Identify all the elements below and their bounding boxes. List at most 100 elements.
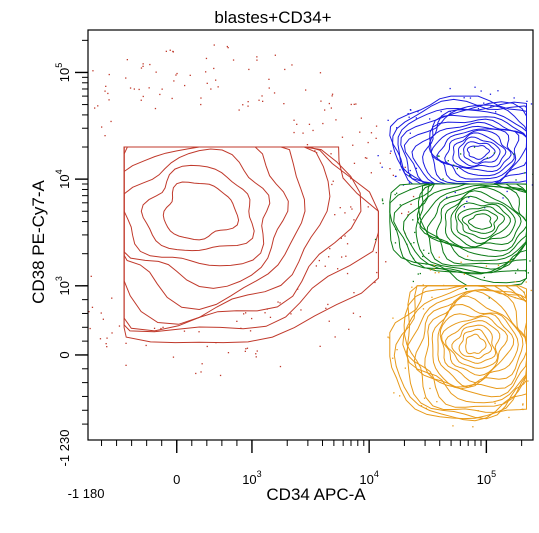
event-dot: [100, 312, 102, 314]
event-dot: [324, 109, 326, 111]
event-dot: [173, 80, 175, 82]
event-dot: [200, 103, 202, 106]
event-dot: [169, 49, 171, 51]
event-dot: [422, 284, 424, 286]
event-dot: [346, 272, 349, 275]
event-dot: [468, 196, 470, 199]
event-dot: [319, 345, 321, 347]
event-dot: [407, 211, 410, 213]
event-dot: [245, 348, 247, 350]
event-dot: [433, 264, 435, 266]
event-dot: [392, 174, 394, 176]
event-dot: [379, 162, 381, 164]
event-dot: [419, 272, 421, 275]
event-dot: [108, 73, 110, 76]
event-dot: [268, 87, 270, 89]
event-dot: [108, 99, 110, 101]
event-dot: [302, 132, 304, 134]
event-dot: [107, 92, 109, 95]
event-dot: [359, 316, 361, 318]
event-dot: [413, 242, 415, 244]
event-dot: [360, 117, 362, 119]
event-dot: [527, 272, 529, 274]
event-dot: [264, 312, 266, 314]
event-dot: [353, 162, 356, 164]
event-dot: [387, 119, 389, 121]
event-dot: [388, 337, 390, 339]
event-dot: [110, 120, 112, 123]
contour-line: [445, 320, 501, 369]
event-dot: [161, 88, 163, 90]
event-dot: [201, 363, 203, 365]
event-dot: [429, 118, 431, 120]
event-dot: [205, 57, 208, 60]
event-dot: [417, 111, 419, 113]
event-dot: [494, 402, 496, 404]
event-dot: [443, 284, 445, 287]
event-dot: [341, 256, 343, 258]
event-dot: [415, 117, 417, 119]
event-dot: [171, 97, 173, 100]
event-dot: [247, 101, 249, 103]
event-dot: [409, 169, 411, 172]
event-dot: [350, 103, 352, 106]
event-dot: [256, 59, 258, 61]
event-dot: [227, 352, 230, 354]
event-dot: [312, 129, 314, 132]
contour-line: [463, 141, 496, 164]
event-dot: [118, 325, 121, 327]
x-axis-ticks: -1 180 0 103 104 105: [68, 440, 523, 501]
event-dot: [104, 90, 106, 92]
event-dot: [375, 137, 377, 139]
chart-title: blastes+CD34+: [214, 8, 331, 27]
event-dot: [345, 255, 347, 257]
event-dot: [290, 313, 292, 315]
event-dot: [521, 408, 523, 410]
event-dot: [513, 153, 515, 155]
event-dot: [502, 197, 504, 199]
event-dot: [350, 206, 352, 208]
contour-line: [140, 164, 255, 252]
event-dot: [91, 306, 94, 308]
event-dot: [284, 68, 286, 71]
event-dot: [243, 313, 245, 315]
event-dot: [404, 367, 406, 369]
event-dot: [466, 200, 468, 203]
event-dot: [524, 172, 526, 174]
event-dot: [431, 296, 433, 298]
event-dot: [420, 405, 423, 407]
contour-line: [436, 128, 515, 177]
event-dot: [215, 79, 217, 81]
event-dot: [283, 103, 285, 105]
event-dot: [440, 110, 442, 113]
contour-line: [466, 145, 491, 160]
population-3: [374, 146, 533, 299]
event-dot: [514, 297, 516, 299]
event-dot: [412, 219, 414, 221]
event-dot: [438, 271, 440, 274]
event-dot: [376, 271, 378, 274]
event-dot: [374, 281, 376, 284]
event-dot: [159, 93, 161, 96]
event-dot: [142, 65, 144, 67]
event-dot: [433, 268, 435, 270]
event-dot: [88, 311, 90, 313]
event-dot: [477, 107, 480, 110]
event-dot: [215, 342, 217, 344]
contour-line: [424, 290, 527, 390]
contour-line: [430, 125, 520, 180]
event-dot: [408, 182, 410, 184]
event-dot: [467, 255, 469, 257]
event-dot: [389, 168, 391, 170]
event-dot: [513, 97, 515, 99]
event-dot: [320, 100, 322, 102]
event-dot: [486, 157, 488, 159]
event-dot: [382, 202, 384, 205]
event-dot: [393, 392, 395, 394]
event-dot: [422, 255, 424, 258]
event-dot: [367, 141, 369, 144]
event-dot: [334, 336, 336, 338]
event-dot: [126, 59, 128, 61]
event-dot: [530, 289, 532, 292]
event-dot: [377, 155, 379, 157]
